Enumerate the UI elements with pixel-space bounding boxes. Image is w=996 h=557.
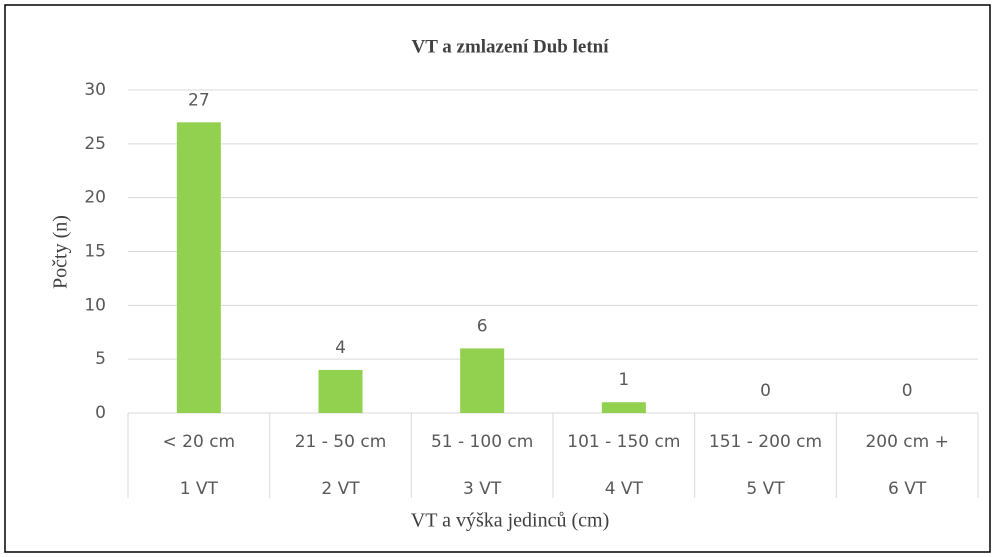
data-label: 4 xyxy=(335,338,346,358)
bar xyxy=(460,348,505,413)
y-tick-label: 10 xyxy=(84,295,106,315)
y-tick-label: 20 xyxy=(84,188,106,208)
x-group-label: 6 VT xyxy=(888,479,927,499)
data-label: 1 xyxy=(618,370,629,390)
y-tick-label: 0 xyxy=(95,403,106,423)
x-group-label: 3 VT xyxy=(463,479,502,499)
data-label: 0 xyxy=(760,381,771,401)
x-tick-label: 21 - 50 cm xyxy=(295,432,387,452)
bar xyxy=(318,369,363,413)
data-label: 6 xyxy=(477,316,488,336)
x-tick-label: 51 - 100 cm xyxy=(431,432,533,452)
y-tick-label: 15 xyxy=(84,242,106,262)
x-group-label: 2 VT xyxy=(321,479,360,499)
chart-border xyxy=(4,4,991,553)
bar xyxy=(176,122,221,414)
data-label: 0 xyxy=(902,381,913,401)
x-tick-label: < 20 cm xyxy=(163,432,236,452)
x-tick-label: 101 - 150 cm xyxy=(567,432,680,452)
x-group-label: 5 VT xyxy=(746,479,785,499)
x-group-label: 1 VT xyxy=(180,479,219,499)
y-axis-title: Počty (n) xyxy=(50,215,72,289)
bar xyxy=(601,402,646,413)
y-tick-label: 30 xyxy=(84,80,106,100)
chart-title: VT a zmlazení Dub letní xyxy=(411,36,609,57)
x-axis-title: VT a výška jedinců (cm) xyxy=(411,510,609,532)
x-group-label: 4 VT xyxy=(605,479,644,499)
data-label: 27 xyxy=(188,90,210,110)
y-tick-label: 5 xyxy=(95,349,106,369)
x-tick-label: 200 cm + xyxy=(865,432,948,452)
y-tick-label: 25 xyxy=(84,134,106,154)
x-tick-label: 151 - 200 cm xyxy=(709,432,822,452)
